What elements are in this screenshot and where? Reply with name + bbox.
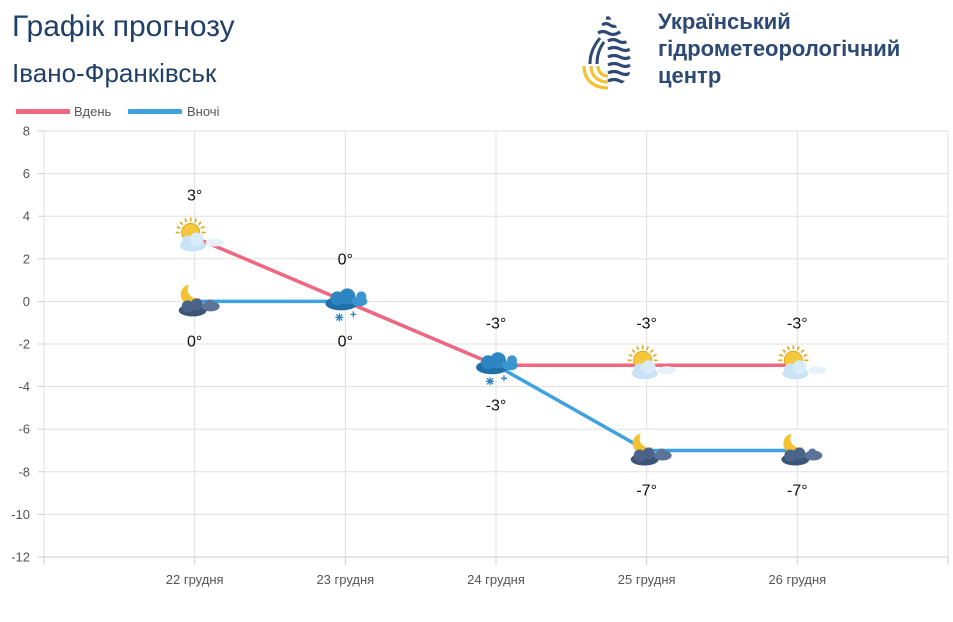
sun-cloud-icon <box>174 216 224 252</box>
x-tick-label: 26 грудня <box>768 572 826 587</box>
data-label-night: -3° <box>486 397 507 414</box>
data-label-day: -3° <box>486 315 507 332</box>
y-tick-label: -4 <box>18 379 30 394</box>
data-labels: 3° 0° -3° -3° -3° 0° 0° -3° -7° -7° <box>187 188 808 500</box>
hydromet-logo-icon <box>582 14 632 90</box>
x-tick-label: 24 грудня <box>467 572 525 587</box>
y-tick-label: 2 <box>23 251 30 266</box>
y-tick-label: 8 <box>23 124 30 139</box>
data-label-day: -3° <box>636 315 657 332</box>
data-label-night: 0° <box>187 333 202 350</box>
legend-swatch-day <box>16 109 70 114</box>
y-tick-label: 6 <box>23 166 30 181</box>
city-name: Івано-Франківськ <box>12 58 217 88</box>
chart-grid <box>43 130 949 558</box>
weather-icons <box>174 216 827 466</box>
data-label-night: -7° <box>636 483 657 500</box>
y-tick-label: 4 <box>23 209 30 224</box>
org-line-2: гідрометеорологічний <box>658 36 901 61</box>
y-tick-label: -12 <box>11 550 30 565</box>
y-tick-label: -2 <box>18 337 30 352</box>
moon-cloud-icon <box>781 429 823 466</box>
legend-label-night: Вночі <box>187 104 220 119</box>
legend: Вдень Вночі <box>16 104 220 119</box>
y-tick-label: 0 <box>23 294 30 309</box>
org-line-3: центр <box>658 63 722 88</box>
y-tick-label: -10 <box>11 507 30 522</box>
snow-cloud-icon <box>324 287 368 323</box>
snow-cloud-icon <box>475 351 519 386</box>
legend-item-night[interactable]: Вночі <box>128 104 220 119</box>
organization-name: Український гідрометеорологічний центр <box>658 8 900 89</box>
legend-swatch-night <box>128 109 182 114</box>
data-label-day: -3° <box>787 315 808 332</box>
y-axis: 8 6 4 2 0 -2 -4 -6 -8 -10 -12 <box>11 124 44 565</box>
x-tick-label: 25 грудня <box>618 572 676 587</box>
data-label-day: 3° <box>187 188 202 205</box>
org-line-1: Український <box>658 9 791 34</box>
x-tick-label: 23 грудня <box>316 572 374 587</box>
data-label-night: -7° <box>787 483 808 500</box>
sun-cloud-icon <box>626 344 676 380</box>
moon-cloud-icon <box>630 429 672 466</box>
data-label-night: 0° <box>338 333 353 350</box>
legend-item-day[interactable]: Вдень <box>16 104 112 119</box>
y-tick-label: -8 <box>18 464 30 479</box>
sun-cloud-icon <box>777 344 827 380</box>
page-title: Графік прогнозу <box>12 10 235 43</box>
legend-label-day: Вдень <box>74 104 112 119</box>
y-tick-label: -6 <box>18 422 30 437</box>
data-label-day: 0° <box>338 251 353 268</box>
moon-cloud-icon <box>178 280 220 317</box>
x-axis: 22 грудня 23 грудня 24 грудня 25 грудня 26 г… <box>43 556 949 587</box>
x-tick-label: 22 грудня <box>166 572 224 587</box>
